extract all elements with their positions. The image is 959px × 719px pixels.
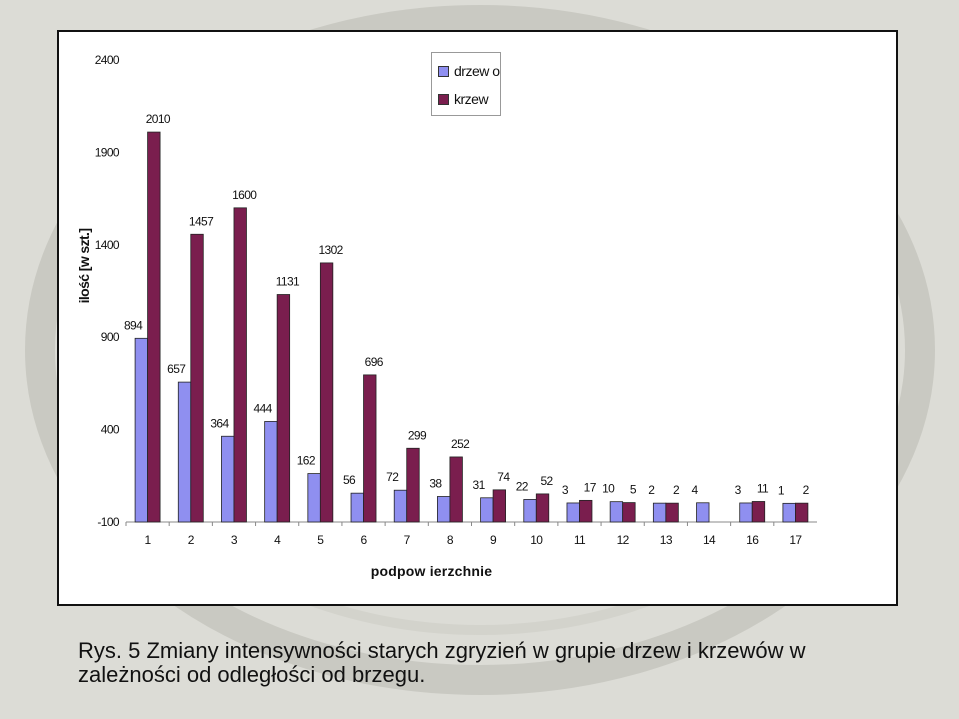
x-tick-label: 10 — [530, 533, 543, 547]
data-label-krzew: 696 — [365, 355, 384, 369]
legend: drzew o krzew — [431, 52, 501, 116]
bar-krzew-3 — [233, 207, 247, 523]
data-label-krzew: 252 — [451, 437, 470, 451]
bar-drzewo-16 — [739, 502, 753, 523]
bar-chart: -100 400 900 1400 1900 2400 ilość [w szt.] podp… — [76, 53, 817, 579]
bar-drzewo-7 — [393, 489, 408, 523]
bar-drzewo-14 — [696, 502, 710, 523]
data-label-krzew: 74 — [497, 470, 510, 484]
bar-drzewo-10 — [523, 499, 537, 523]
data-label-drzewo: 22 — [516, 479, 529, 493]
x-tick-label: 5 — [317, 533, 324, 547]
legend-label-drzewo: drzew o — [454, 63, 500, 79]
x-tick-label: 4 — [274, 533, 281, 547]
bar-drzewo-17 — [782, 502, 796, 523]
data-label-drzewo: 31 — [473, 478, 486, 492]
data-label-krzew: 1457 — [189, 214, 214, 228]
x-tick-label: 8 — [447, 533, 454, 547]
bar-drzewo-12 — [609, 501, 624, 523]
data-label-drzewo: 1 — [778, 483, 785, 497]
bar-krzew-7 — [406, 447, 420, 523]
x-tick-label: 2 — [188, 533, 195, 547]
data-label-krzew: 2010 — [146, 112, 171, 126]
bar-drzewo-8 — [437, 496, 451, 523]
caption-line-2: zależności od odległości od brzegu. — [78, 662, 426, 687]
x-tick-label: 6 — [360, 533, 367, 547]
data-label-krzew: 5 — [630, 483, 637, 497]
bar-krzew-11 — [579, 499, 593, 523]
y-tick-label: -100 — [97, 515, 120, 529]
bar-krzew-8 — [449, 456, 463, 523]
bar-krzew-4 — [276, 294, 291, 523]
y-tick-label: 1400 — [95, 238, 120, 252]
x-tick-label: 9 — [490, 533, 497, 547]
y-tick-label: 900 — [101, 330, 120, 344]
y-tick-label: 400 — [101, 423, 120, 437]
data-label-drzewo: 364 — [210, 416, 229, 430]
legend-item-drzewo: drzew o — [438, 61, 500, 81]
caption-line-1: Rys. 5 Zmiany intensywności starych zgry… — [78, 638, 806, 663]
bar-krzew-5 — [319, 262, 334, 523]
y-tick-label: 2400 — [95, 53, 120, 67]
data-label-krzew: 299 — [408, 428, 427, 442]
data-label-drzewo: 3 — [735, 483, 742, 497]
legend-label-krzew: krzew — [454, 91, 489, 107]
bar-krzew-1 — [147, 131, 161, 523]
y-axis-title: ilość [w szt.] — [76, 229, 92, 304]
x-tick-label: 17 — [789, 533, 802, 547]
data-label-krzew: 17 — [584, 480, 597, 494]
bar-drzewo-1 — [134, 337, 148, 523]
data-label-drzewo: 56 — [343, 473, 356, 487]
x-tick-label: 3 — [231, 533, 238, 547]
data-label-drzewo: 4 — [691, 483, 698, 497]
bar-krzew-13 — [665, 502, 679, 523]
legend-swatch-krzew — [438, 93, 449, 105]
legend-swatch-drzewo — [438, 65, 449, 77]
bar-krzew-6 — [363, 374, 377, 523]
bar-krzew-12 — [622, 502, 636, 523]
x-tick-label: 12 — [617, 533, 630, 547]
data-label-drzewo: 444 — [254, 401, 273, 415]
bar-drzewo-11 — [566, 502, 580, 523]
x-tick-label: 14 — [703, 533, 716, 547]
x-tick-label: 1 — [145, 533, 152, 547]
data-label-drzewo: 2 — [648, 483, 655, 497]
bar-krzew-2 — [190, 233, 204, 523]
data-label-krzew: 1302 — [318, 243, 343, 257]
bar-drzewo-13 — [652, 502, 667, 523]
bar-krzew-16 — [751, 501, 766, 523]
data-label-krzew: 2 — [673, 483, 680, 497]
x-axis-title: podpow ierzchnie — [371, 563, 492, 579]
data-label-drzewo: 894 — [124, 318, 143, 332]
bar-krzew-17 — [795, 502, 809, 523]
bar-drzewo-4 — [264, 421, 278, 523]
x-tick-label: 16 — [746, 533, 759, 547]
bar-drzewo-5 — [307, 473, 321, 523]
chart-frame: -100 400 900 1400 1900 2400 ilość [w szt.] podp… — [57, 30, 898, 606]
bar-drzewo-6 — [350, 492, 364, 523]
bar-drzewo-9 — [480, 497, 494, 523]
data-label-drzewo: 10 — [602, 482, 615, 496]
data-label-krzew: 1600 — [232, 188, 257, 202]
data-label-drzewo: 72 — [386, 470, 399, 484]
legend-item-krzew: krzew — [438, 89, 489, 109]
x-tick-label: 11 — [574, 533, 586, 547]
data-label-krzew: 2 — [803, 483, 810, 497]
figure-caption: Rys. 5 Zmiany intensywności starych zgry… — [78, 639, 938, 687]
data-label-drzewo: 657 — [167, 362, 186, 376]
bar-krzew-10 — [535, 493, 550, 523]
data-label-drzewo: 38 — [429, 476, 442, 490]
x-tick-label: 7 — [404, 533, 411, 547]
data-label-drzewo: 3 — [562, 483, 569, 497]
data-label-drzewo: 162 — [297, 454, 316, 468]
data-label-krzew: 1131 — [276, 275, 300, 289]
x-tick-label: 13 — [660, 533, 673, 547]
data-label-krzew: 11 — [757, 481, 769, 495]
bar-drzewo-2 — [177, 381, 192, 523]
bar-drzewo-3 — [221, 435, 235, 523]
data-label-krzew: 52 — [540, 474, 553, 488]
bar-krzew-9 — [492, 489, 506, 523]
y-tick-label: 1900 — [95, 145, 120, 159]
